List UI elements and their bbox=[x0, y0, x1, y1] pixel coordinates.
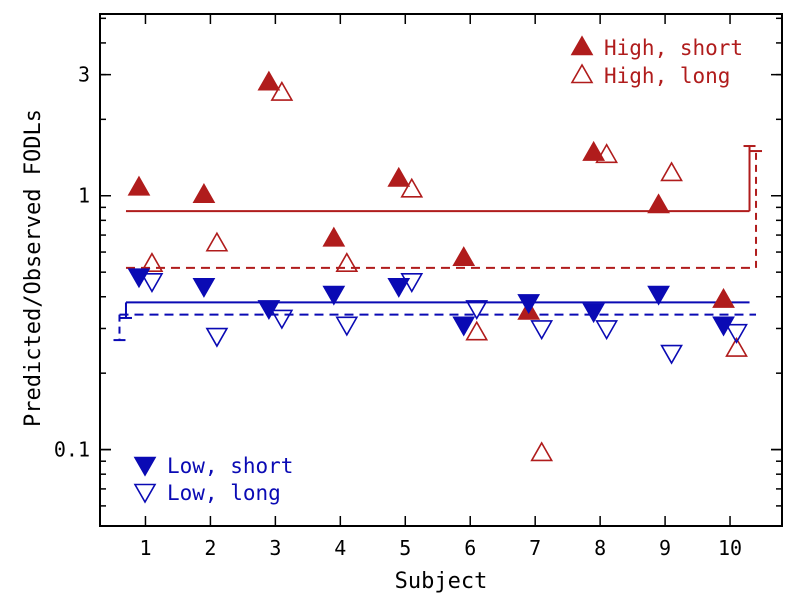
data-point bbox=[452, 316, 476, 337]
data-point bbox=[660, 161, 683, 182]
x-tick-label: 7 bbox=[529, 536, 541, 560]
data-point bbox=[387, 166, 411, 187]
legend-marker bbox=[570, 63, 594, 84]
data-point bbox=[400, 177, 424, 198]
tick-labels: 1 2 3 4 5 6 7 8 9 10 0.1 1 3 bbox=[54, 63, 742, 560]
legend-label: High, short bbox=[604, 36, 743, 60]
data-point bbox=[322, 285, 346, 306]
legend-label: Low, long bbox=[167, 481, 281, 505]
data-point bbox=[205, 327, 229, 348]
legend-label: Low, short bbox=[167, 454, 293, 478]
data-point bbox=[725, 336, 748, 357]
data-point bbox=[387, 277, 411, 298]
x-tick-label: 8 bbox=[594, 536, 606, 560]
data-point bbox=[400, 273, 424, 293]
y-axis-title: Predicted/Observed FODLs bbox=[21, 109, 46, 427]
data-point bbox=[465, 300, 489, 320]
data-point bbox=[725, 323, 748, 344]
x-tick-label: 4 bbox=[334, 536, 346, 560]
y-tick-label: 1 bbox=[78, 184, 90, 208]
legend-label: High, long bbox=[604, 64, 730, 88]
x-tick-label: 2 bbox=[204, 536, 216, 560]
data-point bbox=[270, 80, 294, 101]
y-tick-label: 3 bbox=[78, 63, 90, 87]
plot-frame bbox=[99, 13, 783, 527]
data-point bbox=[660, 344, 683, 365]
data-point bbox=[595, 320, 619, 341]
data-point bbox=[452, 246, 476, 267]
legend-marker bbox=[133, 456, 157, 477]
x-tick-label: 9 bbox=[659, 536, 671, 560]
data-point bbox=[257, 70, 281, 91]
data-point bbox=[647, 193, 670, 214]
data-point bbox=[140, 252, 164, 272]
data-point bbox=[205, 231, 229, 252]
data-point bbox=[127, 175, 151, 196]
data-point bbox=[582, 140, 606, 161]
data-point bbox=[517, 294, 541, 315]
y-tick-label: 0.1 bbox=[54, 438, 90, 462]
axis-ticks bbox=[100, 14, 782, 527]
data-point bbox=[595, 143, 619, 164]
data-point bbox=[257, 300, 281, 320]
x-axis-title: Subject bbox=[395, 569, 488, 594]
data-point bbox=[322, 226, 346, 247]
data-point bbox=[192, 183, 216, 203]
legend-marker bbox=[570, 35, 594, 56]
data-point bbox=[530, 441, 554, 462]
legend: High, short High, long Low, short Low, long bbox=[133, 35, 743, 505]
x-tick-label: 3 bbox=[269, 536, 281, 560]
x-tick-label: 6 bbox=[464, 536, 476, 560]
data-point bbox=[335, 316, 359, 337]
data-markers bbox=[127, 70, 748, 462]
x-tick-label: 5 bbox=[399, 536, 411, 560]
data-point bbox=[530, 320, 554, 341]
reference-lines bbox=[113, 145, 763, 342]
x-tick-label: 1 bbox=[139, 536, 151, 560]
data-point bbox=[270, 309, 294, 330]
data-point bbox=[647, 285, 670, 306]
data-point bbox=[712, 287, 735, 308]
data-point bbox=[140, 273, 164, 293]
data-point bbox=[582, 303, 606, 324]
data-point bbox=[465, 320, 489, 341]
data-point bbox=[335, 252, 359, 272]
data-point bbox=[192, 277, 216, 298]
legend-marker bbox=[133, 483, 157, 504]
x-tick-label: 10 bbox=[718, 536, 742, 560]
data-point bbox=[712, 316, 735, 337]
